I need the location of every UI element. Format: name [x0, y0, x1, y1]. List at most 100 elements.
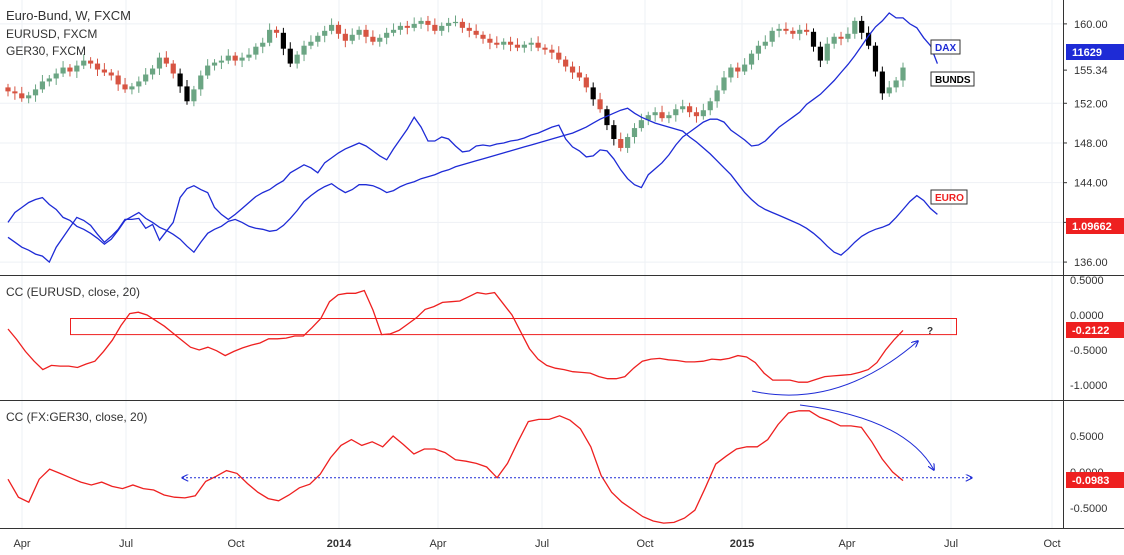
candle-body: [859, 20, 865, 33]
candle-body: [735, 67, 741, 72]
candle-body: [335, 24, 342, 34]
series-labels: DAX BUNDS EURO: [930, 39, 975, 205]
candle-body: [342, 33, 348, 41]
candle-body: [177, 73, 183, 87]
candle-body: [480, 34, 486, 39]
candle-body: [521, 44, 527, 48]
candle-body: [680, 106, 686, 110]
candle-body: [576, 72, 583, 78]
price-tick-label: 160.00: [1074, 19, 1108, 31]
time-tick-label: Oct: [227, 538, 244, 550]
candle-body: [459, 21, 465, 28]
pane-separators: [0, 0, 1124, 529]
time-tick-label: Oct: [1043, 538, 1060, 550]
cc1-value-badge-bg: [1066, 322, 1124, 338]
cc-eurusd-line: [7, 289, 904, 383]
overlay-eurusd-label: EURUSD, FXCM: [6, 27, 97, 41]
rising-arrow: [751, 341, 918, 396]
time-tick-label: Jul: [535, 538, 549, 550]
candle-body: [886, 87, 892, 94]
candle-body: [432, 24, 438, 31]
chart-title: Euro-Bund, W, FXCM: [6, 8, 131, 23]
candle-body: [205, 65, 211, 76]
candle-body: [88, 60, 94, 64]
price-tick-label: 155.34: [1074, 65, 1108, 77]
candle-body: [755, 45, 762, 54]
candle-body: [686, 106, 693, 113]
euro-label: EURO: [935, 193, 964, 204]
candle-body: [67, 67, 73, 72]
time-tick-label: Apr: [429, 538, 446, 550]
candle-body: [645, 115, 651, 121]
candle-body: [487, 38, 493, 43]
candle-body: [425, 20, 431, 25]
candle-body: [507, 41, 514, 45]
cc-ger30-line: [7, 410, 904, 524]
bunds-label-box: [930, 71, 975, 87]
time-tick-label: 2014: [327, 538, 352, 550]
euro-series-line: [7, 107, 938, 256]
euro-value-badge-text: 1.09662: [1072, 221, 1112, 233]
cc2-value-badge-text: -0.0983: [1072, 475, 1109, 487]
candle-body: [370, 36, 376, 42]
candle-body: [349, 34, 355, 41]
candle-body: [824, 43, 830, 61]
candle-body: [659, 112, 665, 119]
candle-body: [12, 91, 18, 94]
candle-body: [328, 24, 335, 31]
candle-body: [81, 60, 87, 66]
candle-body: [556, 52, 562, 60]
cc1-axis[interactable]: 0.5000 0.0000 -0.5000 -1.0000: [1070, 275, 1107, 392]
candle-body: [666, 115, 672, 119]
candle-body: [776, 28, 782, 31]
candle-body: [211, 62, 218, 66]
candle-body: [748, 53, 755, 65]
candle-body: [590, 87, 596, 100]
candle-body: [94, 63, 101, 70]
price-tick-label: 148.00: [1074, 138, 1108, 150]
candle-body: [762, 41, 768, 46]
candle-body: [225, 55, 231, 61]
candle-body: [638, 120, 644, 129]
candle-body: [19, 93, 25, 99]
falling-arrow: [799, 404, 934, 470]
candle-body: [466, 27, 472, 31]
candle-body: [149, 68, 156, 75]
candle-body: [60, 67, 66, 74]
candle-body: [797, 29, 803, 34]
candle-body: [218, 60, 225, 63]
candle-body: [604, 109, 610, 126]
candle-body: [673, 109, 679, 116]
candle-body: [239, 57, 245, 61]
time-axis[interactable]: Apr Jul Oct 2014 Apr Jul Oct 2015 Apr Jul Oct: [13, 538, 1060, 550]
candle-body: [411, 23, 417, 28]
candle-body: [769, 30, 775, 42]
candle-body: [618, 139, 624, 148]
candle-body: [900, 67, 906, 81]
highlight-rectangle: [70, 318, 957, 336]
candle-body: [549, 49, 555, 53]
candle-body: [115, 75, 121, 85]
cc2-tick-label: -0.5000: [1070, 503, 1107, 515]
candle-body: [817, 46, 823, 61]
candle-body: [46, 78, 52, 82]
candle-body: [356, 29, 362, 35]
candle-body: [39, 81, 46, 90]
candle-body: [184, 86, 190, 102]
candle-body: [542, 47, 548, 50]
time-tick-label: 2015: [730, 538, 754, 550]
candle-body: [143, 74, 149, 82]
value-badges: 11629 1.09662 -0.2122 -0.0983: [1066, 44, 1124, 488]
candle-body: [74, 65, 80, 72]
candle-body: [879, 71, 885, 94]
candle-body: [631, 128, 638, 138]
candle-body: [693, 112, 700, 117]
dax-label-box: [930, 39, 961, 55]
cc1-tick-label: -1.0000: [1070, 380, 1107, 392]
candle-body: [446, 22, 452, 26]
candle-body: [163, 57, 169, 64]
cc2-label: CC (FX:GER30, close, 20): [6, 410, 147, 424]
candle-body: [597, 99, 603, 110]
candle-body: [625, 137, 631, 148]
candle-body: [301, 45, 307, 55]
